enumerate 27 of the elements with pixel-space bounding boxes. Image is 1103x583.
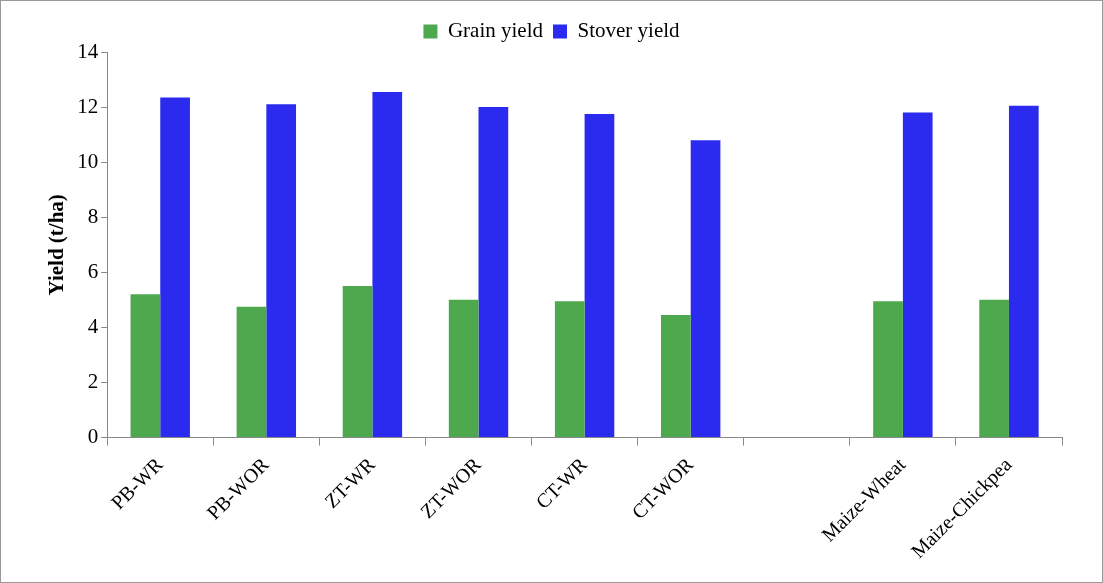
- y-tick-label: 2: [87, 369, 99, 394]
- bar: [979, 299, 1009, 438]
- bar: [660, 315, 691, 438]
- y-tick-label: 4: [87, 313, 99, 338]
- legend-label: Stover yield: [577, 18, 681, 43]
- y-tick-label: 8: [87, 203, 99, 228]
- bar: [554, 301, 585, 438]
- bar: [873, 301, 903, 438]
- bar: [160, 97, 190, 438]
- y-axis-title: Yield (t/ha): [44, 194, 69, 296]
- bar: [372, 91, 403, 438]
- y-tick-label: 6: [87, 258, 99, 283]
- bar: [342, 286, 373, 438]
- legend-label: Grain yield: [447, 18, 544, 43]
- bar: [448, 299, 479, 438]
- bar: [1008, 105, 1039, 438]
- bar: [690, 140, 721, 438]
- bar: [236, 306, 267, 438]
- y-tick-label: 10: [77, 148, 99, 173]
- y-tick-label: 0: [87, 424, 99, 449]
- bar: [902, 112, 933, 438]
- y-tick-label: 12: [77, 93, 99, 118]
- bar: [584, 113, 615, 438]
- bar: [478, 107, 509, 438]
- bar: [130, 294, 161, 438]
- bar: [266, 104, 297, 438]
- y-tick-label: 14: [77, 38, 99, 63]
